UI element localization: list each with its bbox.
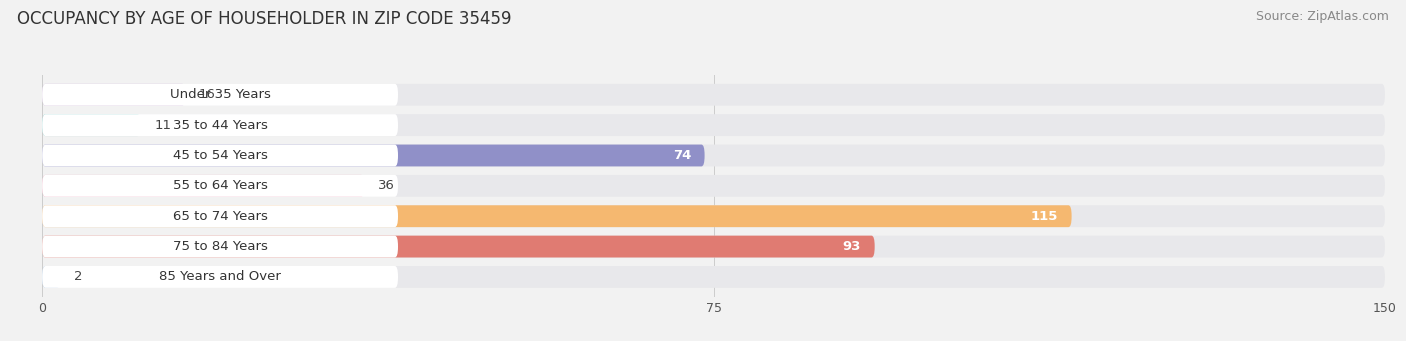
FancyBboxPatch shape	[42, 175, 1385, 197]
Text: Under 35 Years: Under 35 Years	[170, 88, 270, 101]
FancyBboxPatch shape	[42, 205, 1071, 227]
FancyBboxPatch shape	[42, 145, 1385, 166]
Text: 16: 16	[198, 88, 215, 101]
Text: Source: ZipAtlas.com: Source: ZipAtlas.com	[1256, 10, 1389, 23]
Text: 36: 36	[378, 179, 395, 192]
Text: 55 to 64 Years: 55 to 64 Years	[173, 179, 267, 192]
FancyBboxPatch shape	[42, 266, 60, 288]
FancyBboxPatch shape	[42, 266, 1385, 288]
FancyBboxPatch shape	[42, 175, 398, 197]
Text: 74: 74	[673, 149, 692, 162]
FancyBboxPatch shape	[42, 236, 398, 257]
Text: 2: 2	[73, 270, 82, 283]
Text: 35 to 44 Years: 35 to 44 Years	[173, 119, 267, 132]
Text: 45 to 54 Years: 45 to 54 Years	[173, 149, 267, 162]
FancyBboxPatch shape	[42, 266, 398, 288]
FancyBboxPatch shape	[42, 84, 186, 106]
FancyBboxPatch shape	[42, 236, 875, 257]
FancyBboxPatch shape	[42, 145, 398, 166]
Text: OCCUPANCY BY AGE OF HOUSEHOLDER IN ZIP CODE 35459: OCCUPANCY BY AGE OF HOUSEHOLDER IN ZIP C…	[17, 10, 512, 28]
FancyBboxPatch shape	[42, 84, 1385, 106]
FancyBboxPatch shape	[42, 114, 1385, 136]
Text: 93: 93	[842, 240, 862, 253]
FancyBboxPatch shape	[42, 205, 398, 227]
Text: 65 to 74 Years: 65 to 74 Years	[173, 210, 267, 223]
FancyBboxPatch shape	[42, 114, 141, 136]
FancyBboxPatch shape	[42, 205, 1385, 227]
Text: 11: 11	[155, 119, 172, 132]
FancyBboxPatch shape	[42, 145, 704, 166]
Text: 85 Years and Over: 85 Years and Over	[159, 270, 281, 283]
Text: 75 to 84 Years: 75 to 84 Years	[173, 240, 267, 253]
FancyBboxPatch shape	[42, 84, 398, 106]
FancyBboxPatch shape	[42, 175, 364, 197]
FancyBboxPatch shape	[42, 114, 398, 136]
Text: 115: 115	[1031, 210, 1059, 223]
FancyBboxPatch shape	[42, 236, 1385, 257]
